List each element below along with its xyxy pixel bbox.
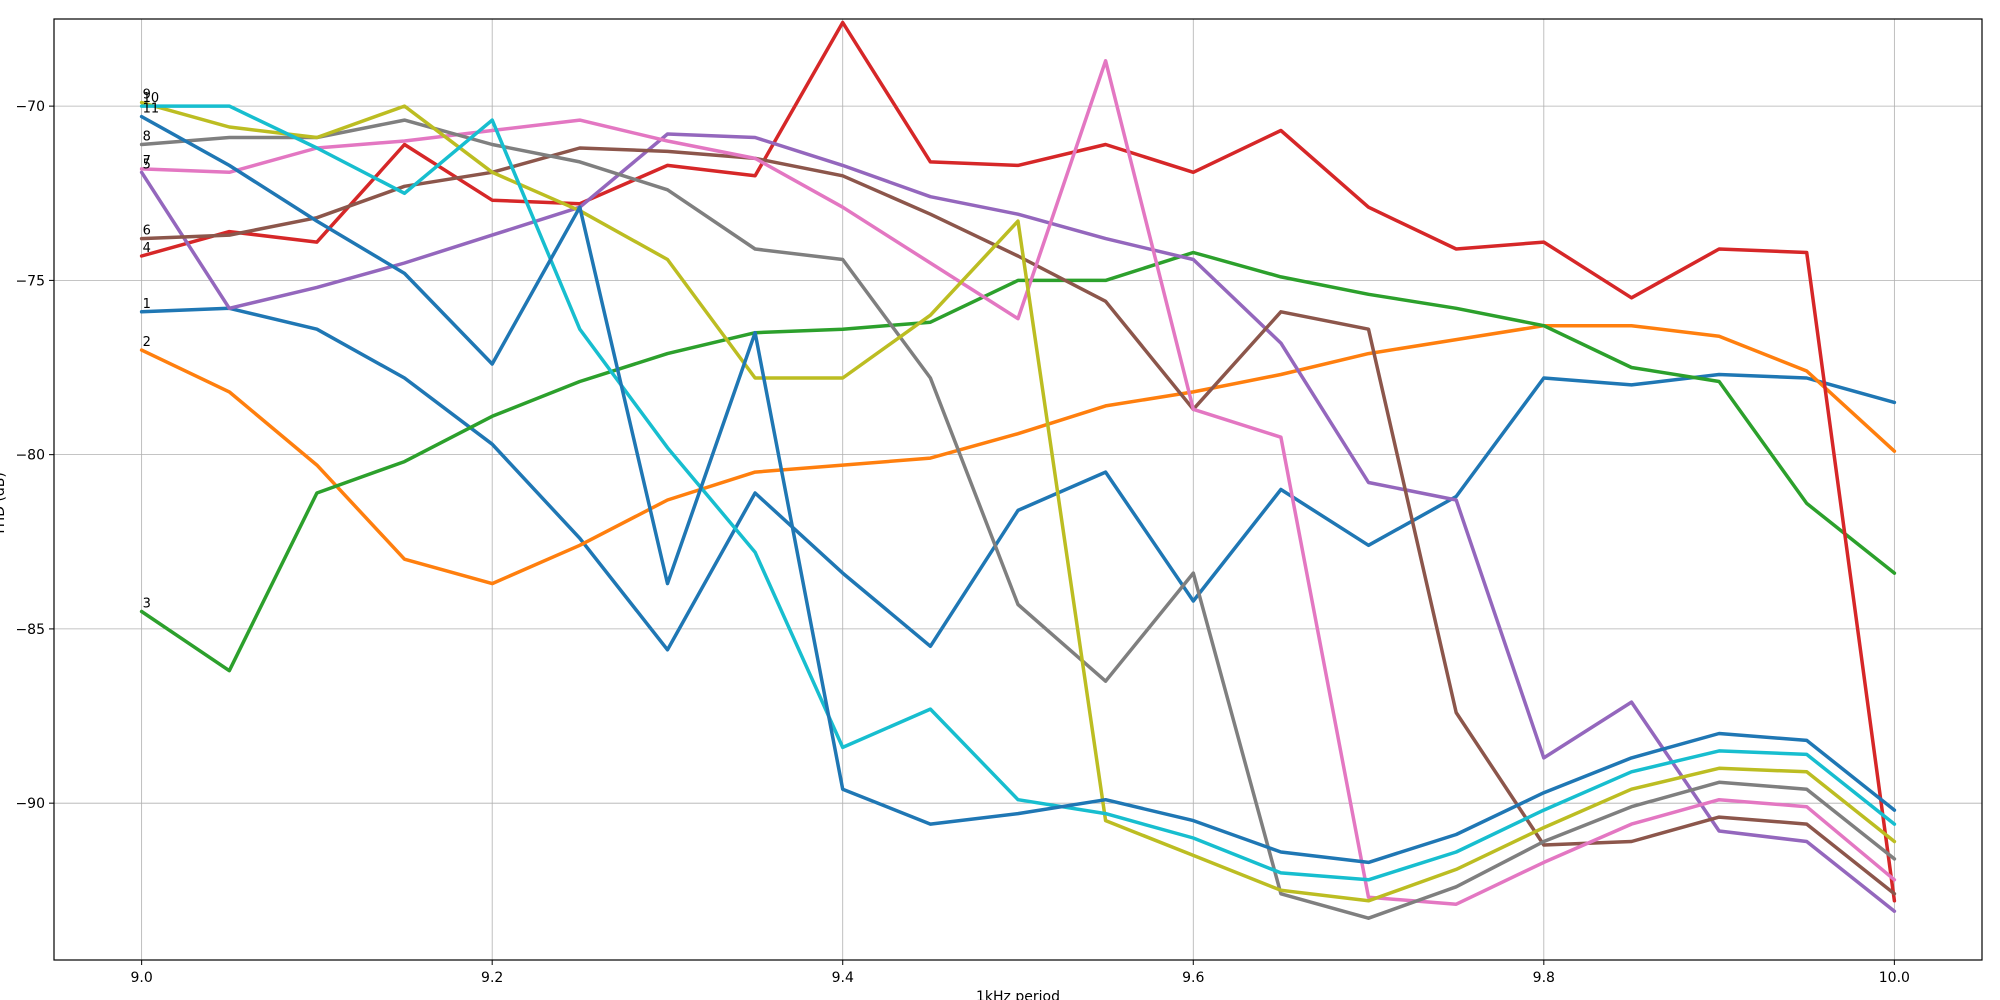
series-line-11 — [139, 114, 1897, 865]
series-line-2 — [139, 323, 1897, 586]
series-label-11: 11 — [143, 102, 160, 117]
x-axis-ticks: 9.0 9.2 9.4 9.6 9.8 10.0 — [131, 960, 1910, 986]
plot-frame — [53, 18, 1983, 961]
y-tick-label: −90 — [15, 796, 45, 812]
x-tick-label: 10.0 — [1879, 970, 1910, 986]
series-line-1 — [139, 306, 1897, 652]
series-label-7: 7 — [143, 154, 151, 169]
series-line-9 — [139, 100, 1897, 903]
series-label-5: 5 — [143, 157, 151, 172]
y-tick-label: −70 — [15, 99, 45, 115]
y-axis-label: THD (dB) — [0, 472, 8, 537]
series-label-2: 2 — [143, 335, 151, 350]
series-label-9: 9 — [143, 88, 151, 103]
x-axis-label: 1kHz period — [976, 989, 1060, 1000]
series-line-6 — [139, 146, 1897, 896]
series-lines — [139, 20, 1897, 920]
y-tick-label: −85 — [15, 622, 45, 638]
x-tick-label: 9.8 — [1533, 970, 1555, 986]
series-label-1: 1 — [143, 297, 151, 312]
series-line-3 — [139, 250, 1897, 673]
y-axis-ticks: −70 −75 −80 −85 −90 — [15, 99, 54, 812]
x-tick-label: 9.4 — [832, 970, 854, 986]
series-label-6: 6 — [143, 224, 151, 239]
series-label-8: 8 — [143, 129, 151, 144]
y-tick-label: −80 — [15, 448, 45, 464]
x-tick-label: 9.0 — [131, 970, 153, 986]
y-tick-label: −75 — [15, 273, 45, 289]
series-label-10: 10 — [143, 91, 160, 106]
series-line-10 — [139, 104, 1897, 882]
series-label-4: 4 — [143, 241, 151, 256]
x-tick-label: 9.2 — [481, 970, 503, 986]
series-line-4 — [139, 20, 1897, 903]
series-line-5 — [139, 132, 1897, 913]
series-line-7 — [139, 59, 1897, 906]
series-label-3: 3 — [143, 596, 151, 611]
x-tick-label: 9.6 — [1182, 970, 1204, 986]
